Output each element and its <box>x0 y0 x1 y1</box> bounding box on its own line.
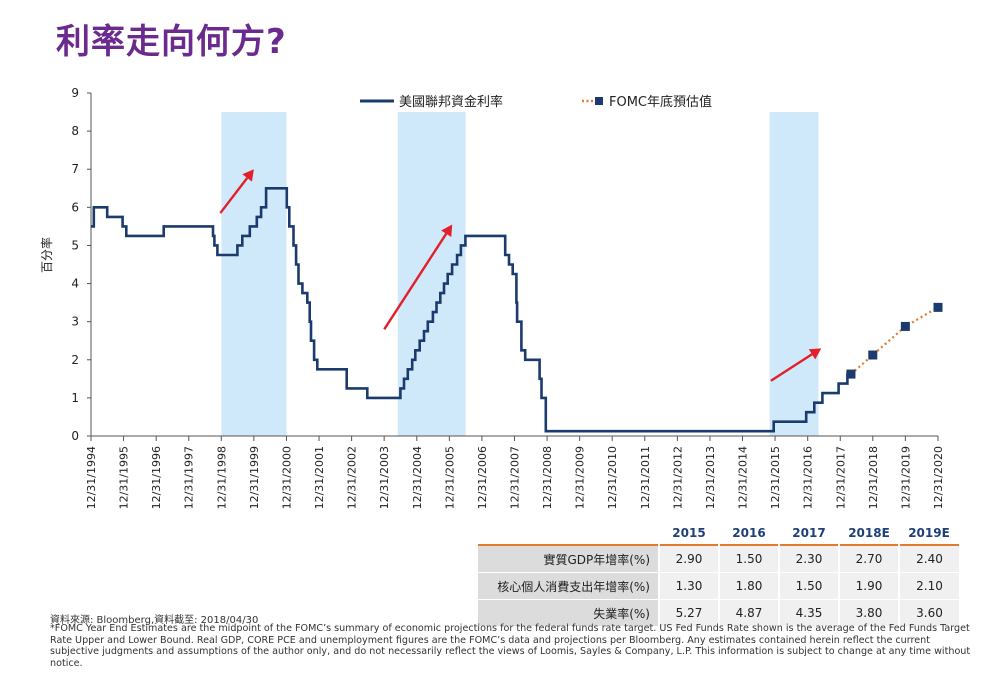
x-tick-label: 12/31/1994 <box>85 446 98 509</box>
x-tick-label: 12/31/1999 <box>248 446 261 509</box>
y-tick-label: 2 <box>71 353 79 367</box>
x-tick-label: 12/31/2006 <box>476 446 489 509</box>
x-tick-label: 12/31/1996 <box>150 446 163 509</box>
x-tick-label: 12/31/2000 <box>280 446 293 509</box>
x-tick-label: 12/31/2001 <box>313 446 326 509</box>
economic-projections-table: 2015 2016 2017 2018E 2019E 實質GDP年增率(%) 2.90 1.… <box>478 522 959 627</box>
chart-axes: 0 1 2 3 4 5 6 7 8 9 12/31/1994 12/31/1995 12/31/1996… <box>71 86 945 509</box>
table-cell: 4.35 <box>778 599 839 627</box>
x-tick-label: 12/31/2002 <box>346 446 359 509</box>
table-cell: 1.50 <box>778 572 839 600</box>
table-cell: 2.30 <box>778 545 839 573</box>
x-tick-label: 12/31/2013 <box>704 446 717 509</box>
trend-arrow-1 <box>219 169 254 214</box>
y-tick-label: 7 <box>71 162 79 176</box>
x-tick-label: 12/31/2016 <box>802 446 815 509</box>
table-cell: 1.50 <box>718 545 779 573</box>
table-cell: 3.80 <box>838 599 899 627</box>
y-tick-label: 0 <box>71 429 79 443</box>
x-tick-label: 12/31/1995 <box>118 446 131 509</box>
y-tick-label: 1 <box>71 391 79 405</box>
table-cell: 2.90 <box>658 545 719 573</box>
table-cell: 1.30 <box>658 572 719 600</box>
x-tick-label: 12/31/2005 <box>443 446 456 509</box>
table-row-label: 實質GDP年增率(%) <box>478 545 659 573</box>
table-column-header: 2015 <box>672 526 706 540</box>
x-tick-label: 12/31/1998 <box>215 446 228 509</box>
x-tick-label: 12/31/2019 <box>899 446 912 509</box>
trend-arrow-head <box>808 348 822 360</box>
y-tick-label: 6 <box>71 200 79 214</box>
trend-arrow-3 <box>770 348 822 382</box>
y-tick-label: 3 <box>71 315 79 329</box>
x-tick-label: 12/31/2014 <box>737 446 750 509</box>
series-layer <box>91 187 943 433</box>
table-cell: 2.10 <box>898 572 959 600</box>
table-row-label: 核心個人消費支出年增率(%) <box>478 572 659 600</box>
table-cell: 1.80 <box>718 572 779 600</box>
highlight-band-3 <box>769 112 819 436</box>
fomc-estimate-point <box>900 321 910 331</box>
source-note: 資料來源: Bloomberg,資料截至: 2018/04/30 <box>50 615 259 626</box>
x-tick-label: 12/31/2017 <box>834 446 847 509</box>
legend-marker-fomc <box>595 97 603 105</box>
table-cell: 4.87 <box>718 599 779 627</box>
x-tick-label: 12/31/2015 <box>769 446 782 509</box>
series-line-fomc-estimate <box>850 306 939 375</box>
trend-arrow-head <box>242 169 254 182</box>
x-tick-label: 12/31/2009 <box>574 446 587 509</box>
table-corner <box>478 522 659 545</box>
table-cell: 1.90 <box>838 572 899 600</box>
table-column-header: 2019E <box>908 526 950 540</box>
fed-funds-rate-chart: 0 1 2 3 4 5 6 7 8 9 12/31/1994 12/31/1995 12/31/1996… <box>39 86 945 509</box>
table-column-header: 2018E <box>848 526 890 540</box>
table-header-row: 2015 2016 2017 2018E 2019E <box>478 522 959 545</box>
trend-arrow-shaft <box>219 177 249 214</box>
table-row: 失業率(%) 5.27 4.87 4.35 3.80 3.60 <box>478 599 959 627</box>
x-tick-label: 12/31/2007 <box>508 446 521 509</box>
series-line-fed-funds-rate <box>91 187 851 433</box>
trend-arrow-shaft <box>383 233 448 330</box>
y-tick-label: 5 <box>71 238 79 252</box>
x-tick-label: 12/31/2018 <box>867 446 880 509</box>
table-cell: 5.27 <box>658 599 719 627</box>
footnote: *FOMC Year End Estimates are the midpoin… <box>50 623 971 669</box>
x-tick-label: 12/31/2012 <box>671 446 684 509</box>
x-tick-label: 12/31/2003 <box>378 446 391 509</box>
y-tick-label: 9 <box>71 86 79 100</box>
trend-arrow-2 <box>383 224 453 330</box>
legend-label-fomc: FOMC年底預估值 <box>609 94 712 110</box>
table-cell: 3.60 <box>898 599 959 627</box>
chart-legend: 美國聯邦資金利率 FOMC年底預估值 <box>360 94 712 110</box>
y-tick-label: 8 <box>71 124 79 138</box>
table-cell: 2.40 <box>898 545 959 573</box>
table-column-header: 2017 <box>792 526 826 540</box>
highlight-bands <box>221 112 819 436</box>
x-tick-label: 12/31/1997 <box>183 446 196 509</box>
table-row: 實質GDP年增率(%) 2.90 1.50 2.30 2.70 2.40 <box>478 545 959 573</box>
x-tick-label: 12/31/2011 <box>639 446 652 509</box>
x-tick-label: 12/31/2008 <box>541 446 554 509</box>
trend-arrow-head <box>441 224 453 237</box>
page-title: 利率走向何方? <box>56 22 287 62</box>
highlight-band-1 <box>221 112 287 436</box>
y-axis-label: 百分率 <box>39 237 54 273</box>
table-row: 核心個人消費支出年增率(%) 1.30 1.80 1.50 1.90 2.10 <box>478 572 959 600</box>
fomc-estimate-point <box>846 369 856 379</box>
x-tick-label: 12/31/2010 <box>606 446 619 509</box>
fomc-estimate-point <box>933 302 943 312</box>
fomc-estimate-point <box>868 350 878 360</box>
y-tick-label: 4 <box>71 277 79 291</box>
x-tick-label: 12/31/2020 <box>932 446 945 509</box>
x-tick-label: 12/31/2004 <box>411 446 424 509</box>
table-body: 實質GDP年增率(%) 2.90 1.50 2.30 2.70 2.40 核心個人消費支出年… <box>478 545 959 627</box>
highlight-band-2 <box>397 112 466 436</box>
table-column-header: 2016 <box>732 526 766 540</box>
table-row-label: 失業率(%) <box>478 599 659 627</box>
trend-arrows <box>219 169 822 382</box>
legend-label-fed-rate: 美國聯邦資金利率 <box>399 94 503 110</box>
trend-arrow-shaft <box>770 353 813 382</box>
table-cell: 2.70 <box>838 545 899 573</box>
